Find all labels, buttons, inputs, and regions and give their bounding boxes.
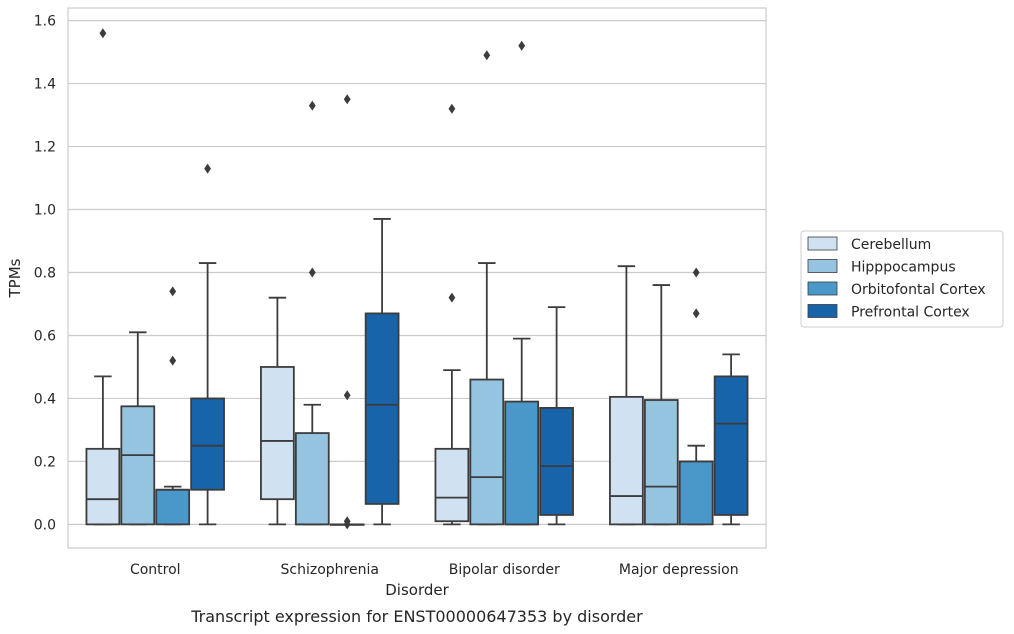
y-tick-label: 1.2: [34, 140, 56, 156]
legend-entry-label: Prefrontal Cortex: [851, 305, 970, 321]
outlier-point: [448, 103, 456, 114]
box-orbitofontal-cortex: [155, 286, 191, 526]
y-tick-label: 1.6: [34, 14, 56, 30]
y-tick-label: 1.0: [34, 203, 56, 219]
outlier-point: [692, 267, 700, 278]
box-prefrontal-cortex: [539, 306, 574, 526]
outlier-point: [343, 390, 351, 401]
legend-swatch: [807, 304, 838, 318]
box-iqr: [85, 447, 121, 526]
box-cerebellum: [85, 28, 121, 526]
box-orbitofontal-cortex: [504, 40, 540, 526]
legend-swatch: [807, 281, 838, 296]
box-hipppocampus: [294, 100, 330, 526]
y-tick-labels: 0.0 0.2 0.4 0.6 0.8 1.0 1.2 1.4 1.6: [34, 14, 56, 534]
y-tick-label: 0.2: [34, 454, 56, 470]
x-tick-label: Control: [130, 562, 181, 578]
outlier-point: [169, 286, 177, 297]
legend-swatch: [807, 236, 838, 251]
y-tick-label: 0.0: [34, 517, 56, 533]
box-iqr: [120, 405, 156, 526]
box-iqr: [678, 460, 714, 526]
outlier-point: [343, 516, 351, 527]
box-cerebellum: [434, 103, 470, 526]
box-iqr: [190, 397, 225, 491]
box-iqr: [609, 395, 644, 526]
outlier-point: [448, 292, 456, 303]
outlier-point: [169, 355, 177, 366]
outlier-point: [343, 94, 351, 105]
plot-frame: [67, 7, 767, 549]
box-iqr: [713, 375, 749, 516]
x-axis-label: Disorder: [385, 581, 449, 599]
y-tick-label: 0.8: [34, 265, 56, 281]
outlier-point: [99, 28, 107, 39]
x-tick-labels: Control Schizophrenia Bipolar disorder Majo…: [130, 562, 739, 578]
y-tick-label: 0.6: [34, 328, 56, 344]
box-prefrontal-cortex: [364, 218, 400, 526]
box-series: [85, 28, 749, 530]
box-iqr: [469, 378, 505, 526]
x-tick-label: Schizophrenia: [281, 562, 379, 578]
y-axis-label: TPMs: [6, 258, 24, 298]
y-tick-label: 0.4: [34, 391, 56, 407]
box-iqr: [539, 406, 574, 516]
x-tick-label: Major depression: [619, 562, 739, 578]
box-iqr: [155, 488, 191, 526]
gridlines: [68, 19, 766, 525]
box-hipppocampus: [120, 331, 156, 526]
box-iqr: [434, 447, 470, 523]
outlier-point: [692, 308, 700, 319]
box-iqr: [364, 312, 400, 505]
chart-caption: Transcript expression for ENST0000064735…: [190, 607, 643, 626]
outlier-point: [308, 100, 316, 111]
box-orbitofontal-cortex: [329, 94, 365, 530]
box-iqr: [504, 400, 540, 526]
y-tick-label: 1.4: [34, 77, 56, 93]
box-iqr: [260, 366, 295, 501]
legend-entry-label: Cerebellum: [851, 237, 931, 253]
box-cerebellum: [609, 265, 644, 526]
box-hipppocampus: [643, 284, 679, 526]
legend-entry-label: Orbitofontal Cortex: [851, 282, 986, 298]
box-iqr: [294, 432, 330, 526]
box-cerebellum: [260, 296, 295, 526]
box-prefrontal-cortex: [190, 163, 225, 526]
box-orbitofontal-cortex: [678, 267, 714, 526]
box-hipppocampus: [469, 50, 505, 526]
outlier-point: [204, 163, 211, 174]
box-iqr: [643, 399, 679, 526]
legend-entry-label: Hipppocampus: [851, 260, 956, 276]
outlier-point: [518, 40, 526, 51]
outlier-point: [308, 267, 316, 278]
box-prefrontal-cortex: [713, 353, 749, 526]
legend-frame: [800, 230, 1004, 328]
legend: Cerebellum Hipppocampus Orbitofontal Corte…: [800, 230, 1004, 328]
x-tick-label: Bipolar disorder: [449, 562, 560, 578]
legend-swatch: [807, 259, 838, 273]
outlier-point: [483, 50, 491, 61]
